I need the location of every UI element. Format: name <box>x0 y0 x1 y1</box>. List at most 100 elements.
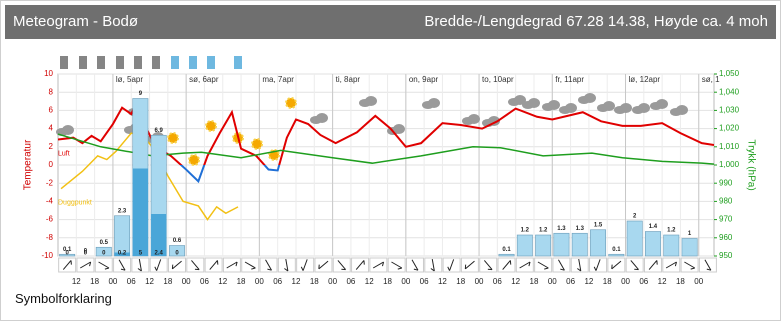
precip-min-bar <box>132 168 149 256</box>
wind-box <box>497 257 516 273</box>
precip-bar <box>498 253 515 257</box>
wind-barb <box>656 260 658 265</box>
wind-arrow <box>630 260 639 271</box>
wind-barb <box>611 264 613 269</box>
y2-tick-label: 1,010 <box>719 142 740 151</box>
wind-shaft <box>172 260 182 270</box>
precip-label: 2 <box>633 214 637 220</box>
wind-arrow <box>519 261 531 269</box>
legend-link[interactable]: Symbolforklaring <box>15 291 112 306</box>
day-label: sø, 1 <box>702 75 720 84</box>
wind-box <box>131 257 150 273</box>
wind-box <box>296 257 315 273</box>
y2-tick-label: 950 <box>719 251 733 260</box>
wind-barb <box>706 268 712 271</box>
precip-min-label: 0 <box>175 251 179 257</box>
wind-barb <box>528 261 531 267</box>
x-tick-label: 06 <box>493 277 502 286</box>
wind-arrow <box>464 260 475 270</box>
wind-shaft <box>502 260 511 270</box>
x-tick-label: 06 <box>639 277 648 286</box>
x-tick-label: 12 <box>145 277 154 286</box>
wind-shaft <box>318 260 329 270</box>
wind-shaft <box>519 261 531 269</box>
wind-arrow <box>704 259 712 271</box>
wind-box <box>149 257 168 273</box>
day-label: fr, 11apr <box>555 75 584 84</box>
pressure-line <box>57 133 715 165</box>
y2-tick-label: 960 <box>719 233 733 242</box>
wind-arrow <box>483 260 493 271</box>
forecast-icon <box>60 56 68 69</box>
wind-barb <box>137 268 142 272</box>
wind-arrow <box>244 261 256 270</box>
y-tick-label: -8 <box>46 233 54 242</box>
x-tick-label: 18 <box>90 277 99 286</box>
wind-arrow <box>648 260 658 270</box>
sun-icon <box>251 138 263 150</box>
forecast-icon <box>189 56 197 69</box>
wind-barb <box>251 267 256 270</box>
cloud-part <box>316 113 328 123</box>
cloud-part <box>620 103 632 113</box>
wind-arrow <box>118 259 126 271</box>
wind-shaft <box>355 260 365 270</box>
x-tick-label: 18 <box>676 277 685 286</box>
wind-barb <box>300 266 304 271</box>
weather-icon <box>670 105 688 116</box>
day-label: to, 10apr <box>482 75 514 84</box>
wind-box <box>204 257 223 273</box>
weather-icon <box>597 101 615 112</box>
precip-bar <box>590 229 607 257</box>
wind-barb <box>447 266 451 271</box>
forecast-icon <box>171 56 179 69</box>
y-tick-label: 8 <box>49 87 54 96</box>
cloud-part <box>676 105 688 115</box>
wind-barb <box>509 260 512 265</box>
x-tick-label: 06 <box>566 277 575 286</box>
precip-min-label: 0 <box>102 251 106 257</box>
cloud-part <box>528 98 540 108</box>
wind-shaft <box>704 259 712 271</box>
wind-box <box>351 257 370 273</box>
wind-shaft <box>391 261 403 269</box>
wind-shaft <box>578 259 582 271</box>
x-tick-label: 12 <box>511 277 520 286</box>
wind-barb <box>593 266 597 271</box>
series-label: Duggpunkt <box>58 200 92 207</box>
precip-min-label: 0 <box>65 251 69 257</box>
wind-barb <box>284 268 289 272</box>
wind-box <box>607 257 626 273</box>
precip-label: 6.9 <box>155 128 164 134</box>
weather-icon <box>578 93 596 104</box>
precip-bar <box>95 246 112 257</box>
precip-bar <box>626 220 643 257</box>
wind-shaft <box>138 259 142 271</box>
wind-shaft <box>302 259 308 271</box>
precip-bar <box>663 234 680 257</box>
precip-label: 1.3 <box>576 226 585 232</box>
y-tick-label: -6 <box>46 215 54 224</box>
wind-arrow <box>154 259 162 271</box>
y2-tick-label: 1,050 <box>719 69 740 78</box>
wind-barb <box>154 266 158 271</box>
day-label: lø, 5apr <box>116 75 143 84</box>
wind-barb <box>70 260 72 265</box>
wind-box <box>515 257 534 273</box>
precip-label: 1.2 <box>539 228 548 234</box>
precip-label: 1.3 <box>557 226 566 232</box>
day-label: sø, 6apr <box>189 75 219 84</box>
wind-shaft <box>483 260 493 270</box>
wind-shaft <box>98 261 110 269</box>
wind-barb <box>560 268 565 271</box>
wind-arrow <box>62 260 72 270</box>
wind-shaft <box>156 259 162 271</box>
cloud-part <box>428 98 440 108</box>
precip-bar <box>681 238 698 257</box>
wind-box <box>222 257 241 273</box>
wind-arrow <box>98 261 110 270</box>
precip-bar <box>553 232 570 257</box>
wind-arrow <box>80 261 92 269</box>
wind-arrow <box>171 260 182 270</box>
